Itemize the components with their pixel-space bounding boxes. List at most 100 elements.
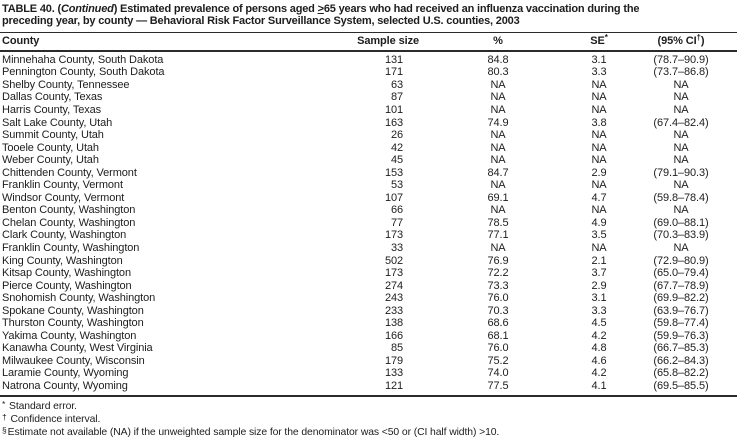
table-row: Kanawha County, West Virginia 85 76.0 4.…	[0, 342, 737, 355]
footnote-estimate-not-available: §Estimate not available (NA) if the unwe…	[2, 424, 500, 438]
cell-ci: (65.0–79.4)	[653, 267, 709, 280]
cell-county: Yakima County, Washington	[2, 329, 137, 342]
cell-percent: 80.3	[487, 66, 509, 79]
cell-ci: (70.3–83.9)	[653, 229, 709, 242]
table-row: Spokane County, Washington 233 70.3 3.3 …	[0, 305, 737, 318]
cell-se: NA	[591, 91, 607, 104]
cell-sample-size: 133	[384, 367, 403, 380]
cell-percent: 68.1	[487, 329, 509, 342]
cell-county: Windsor County, Vermont	[2, 191, 125, 204]
table-row: Windsor County, Vermont 107 69.1 4.7 (59…	[0, 192, 737, 205]
cell-ci: (72.9–80.9)	[653, 254, 709, 267]
cell-sample-size: 121	[384, 380, 403, 393]
cell-ci: NA	[673, 104, 689, 116]
col-header-county: County	[0, 32, 338, 52]
cell-se: 3.5	[591, 229, 607, 242]
col-header-ci: (95% CI†)	[625, 32, 737, 52]
cell-ci: (69.9–82.2)	[653, 292, 709, 305]
cell-se: NA	[591, 179, 607, 192]
cell-percent: NA	[490, 78, 506, 91]
cell-county: Summit County, Utah	[2, 129, 104, 142]
cell-sample-size: 166	[384, 329, 403, 342]
cell-sample-size: 274	[384, 279, 403, 292]
cell-sample-size: 163	[384, 116, 403, 129]
cell-percent: NA	[490, 141, 506, 154]
cell-sample-size: 101	[384, 104, 403, 116]
cell-se: 4.6	[591, 354, 607, 367]
cell-percent: NA	[490, 179, 506, 192]
cell-ci: (59.8–78.4)	[653, 191, 709, 204]
table-row: Shelby County, Tennessee 63 NA NA NA	[0, 79, 737, 92]
cell-county: Benton County, Washington	[2, 204, 136, 217]
cell-se: 3.7	[591, 267, 607, 280]
cell-sample-size: 26	[390, 129, 403, 142]
cell-se: 4.2	[591, 329, 607, 342]
cell-percent: 77.5	[487, 380, 509, 393]
cell-percent: 69.1	[487, 191, 509, 204]
cell-county: Weber County, Utah	[2, 154, 99, 167]
cell-se: 4.8	[591, 342, 607, 355]
cell-percent: 68.6	[487, 317, 509, 330]
table-row: Clark County, Washington 173 77.1 3.5 (7…	[0, 229, 737, 242]
se-asterisk: *	[604, 32, 608, 42]
cell-ci: (73.7–86.8)	[653, 66, 709, 79]
cell-se: 4.9	[591, 216, 607, 229]
cell-percent: NA	[490, 154, 506, 167]
table-row: Franklin County, Vermont 53 NA NA NA	[0, 179, 737, 192]
table-row: Laramie County, Wyoming 133 74.0 4.2 (65…	[0, 367, 737, 380]
table-row: Summit County, Utah 26 NA NA NA	[0, 129, 737, 142]
cell-se: 4.1	[591, 380, 607, 393]
cell-percent: 77.1	[487, 229, 509, 242]
cell-se: 3.3	[591, 304, 607, 317]
cell-county: Pierce County, Washington	[2, 279, 132, 292]
cell-county: Kanawha County, West Virginia	[2, 342, 153, 355]
ci-dagger: †	[696, 32, 701, 42]
cell-county: Snohomish County, Washington	[2, 292, 156, 305]
cell-county: Franklin County, Washington	[2, 242, 140, 255]
cell-se: 4.5	[591, 317, 607, 330]
cell-percent: NA	[490, 104, 506, 116]
cell-percent: NA	[490, 129, 506, 142]
cell-se: NA	[591, 78, 607, 91]
cell-sample-size: 173	[384, 229, 403, 242]
cell-se: 3.1	[591, 292, 607, 305]
col-header-se: SE*	[573, 32, 625, 52]
table-row: Pennington County, South Dakota 171 80.3…	[0, 66, 737, 79]
cell-percent: 73.3	[487, 279, 509, 292]
cell-ci: (65.8–82.2)	[653, 367, 709, 380]
cell-sample-size: 179	[384, 354, 403, 367]
cell-ci: (79.1–90.3)	[653, 166, 709, 179]
cell-se: 4.7	[591, 191, 607, 204]
cell-sample-size: 243	[384, 292, 403, 305]
cell-sample-size: 53	[390, 179, 403, 192]
cell-ci: NA	[673, 179, 689, 192]
cell-percent: 75.2	[487, 354, 509, 367]
cell-sample-size: 42	[390, 141, 403, 154]
cell-county: Minnehaha County, South Dakota	[2, 53, 164, 66]
cell-percent: 84.7	[487, 166, 509, 179]
cell-sample-size: 171	[384, 66, 403, 79]
cell-county: Chelan County, Washington	[2, 216, 136, 229]
cell-percent: NA	[490, 204, 506, 217]
cell-ci: (67.7–78.9)	[653, 279, 709, 292]
cell-se: NA	[591, 129, 607, 142]
cell-ci: (67.4–82.4)	[653, 116, 709, 129]
cell-se: NA	[591, 242, 607, 255]
footnote-standard-error: * Standard error.	[2, 398, 77, 412]
cell-ci: NA	[673, 91, 689, 104]
cell-county: Kitsap County, Washington	[2, 267, 131, 280]
cell-ci: (63.9–76.7)	[653, 304, 709, 317]
table-row: King County, Washington 502 76.9 2.1 (72…	[0, 255, 737, 268]
table-row: Harris County, Texas 101 NA NA NA	[0, 104, 737, 117]
col-header-percent: %	[423, 32, 573, 52]
col-header-sample-size: Sample size	[338, 32, 423, 52]
cell-ci: NA	[673, 78, 689, 91]
table-row: Salt Lake County, Utah 163 74.9 3.8 (67.…	[0, 117, 737, 130]
cell-se: 2.1	[591, 254, 607, 267]
cell-sample-size: 45	[390, 154, 403, 167]
table-row: Natrona County, Wyoming 121 77.5 4.1 (69…	[0, 380, 737, 396]
cell-county: Tooele County, Utah	[2, 141, 99, 154]
cell-percent: 84.8	[487, 53, 509, 66]
cell-se: 2.9	[591, 166, 607, 179]
cell-sample-size: 153	[384, 166, 403, 179]
